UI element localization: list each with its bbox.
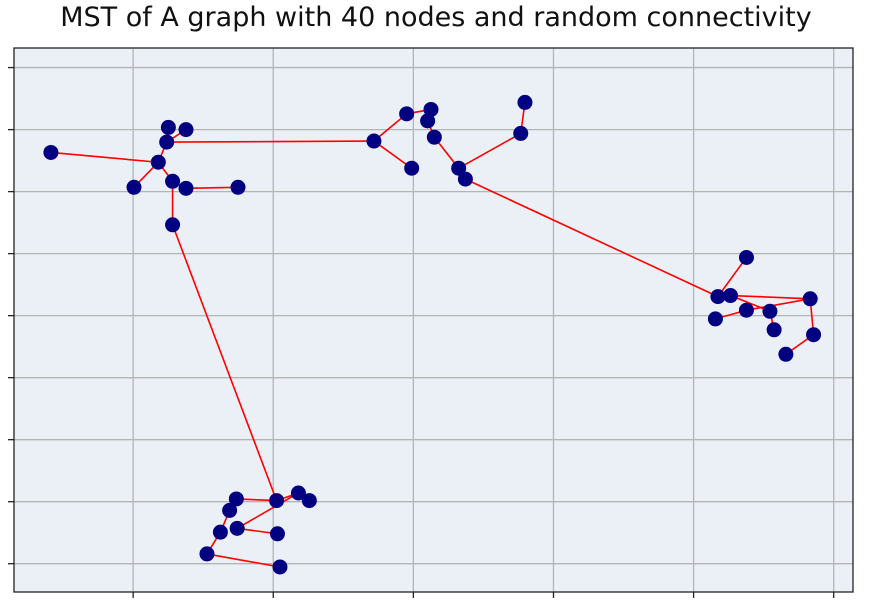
- graph-node: [301, 493, 317, 509]
- graph-node: [228, 491, 244, 507]
- graph-node: [806, 327, 822, 343]
- grid-lines: [14, 48, 853, 592]
- mst-edge: [746, 297, 811, 311]
- graph-node: [707, 311, 723, 327]
- axis-ticks: [8, 66, 835, 598]
- mst-edge: [730, 294, 811, 300]
- graph-node: [802, 291, 818, 307]
- graph-node: [229, 520, 245, 536]
- graph-node: [778, 346, 794, 362]
- graph-nodes: [43, 94, 822, 575]
- graph-node: [738, 249, 754, 265]
- graph-node: [222, 502, 238, 518]
- graph-node: [457, 171, 473, 187]
- graph-node: [199, 546, 215, 562]
- graph-node: [43, 144, 59, 160]
- mst-edge: [717, 256, 748, 298]
- mst-edge: [185, 186, 239, 190]
- graph-node: [126, 179, 142, 195]
- plot-frame: [13, 47, 854, 593]
- graph-node: [423, 101, 439, 117]
- chart-title: MST of A graph with 40 nodes and random …: [60, 2, 812, 33]
- mst-edge: [206, 553, 281, 568]
- graph-node: [399, 106, 415, 122]
- graph-node: [150, 154, 166, 170]
- mst-edge: [373, 140, 413, 169]
- graph-node: [160, 119, 176, 135]
- mst-edge: [458, 132, 522, 169]
- graph-node: [766, 322, 782, 338]
- graph-node: [420, 113, 436, 129]
- graph-node: [269, 493, 285, 509]
- graph-node: [738, 302, 754, 318]
- graph-node: [426, 129, 442, 145]
- mst-edge: [50, 151, 159, 164]
- mst-edge: [465, 178, 719, 298]
- graph-node: [230, 179, 246, 195]
- graph-node: [366, 133, 382, 149]
- graph-node: [269, 526, 285, 542]
- graph-node: [290, 485, 306, 501]
- graph-node: [212, 524, 228, 540]
- graph-node: [513, 125, 529, 141]
- graph-node: [517, 94, 533, 110]
- graph-node: [272, 559, 288, 575]
- mst-edge: [166, 140, 374, 143]
- graph-node: [404, 160, 420, 176]
- graph-node: [710, 289, 726, 305]
- graph-node: [165, 173, 181, 189]
- graph-node: [723, 288, 739, 304]
- mst-edge: [236, 492, 299, 530]
- mst-edge: [171, 224, 278, 501]
- graph-node: [451, 160, 467, 176]
- graph-node: [762, 303, 778, 319]
- graph-node: [159, 134, 175, 150]
- graph-node: [178, 180, 194, 196]
- graph-node: [178, 122, 194, 138]
- graph-node: [165, 217, 181, 233]
